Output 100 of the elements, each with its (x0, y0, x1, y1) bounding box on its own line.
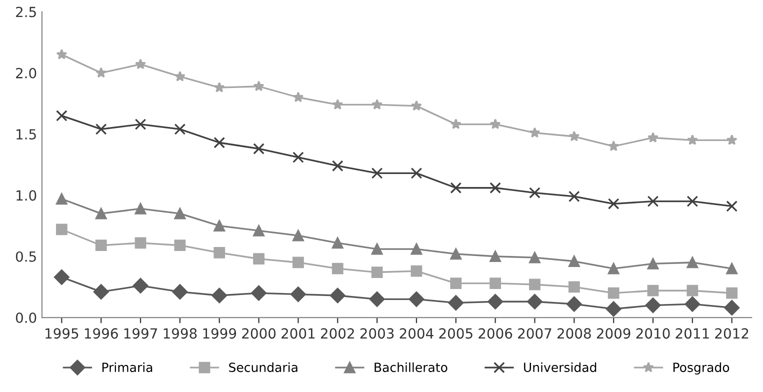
point (566, 296, 582, 312)
point (253, 80, 264, 92)
point (724, 300, 740, 316)
point (95, 123, 107, 135)
point (527, 294, 542, 310)
x-tick-label: 2011 (676, 328, 709, 339)
point (214, 82, 225, 92)
x-tick-label: 2012 (715, 328, 748, 339)
point (606, 301, 622, 317)
point (292, 92, 304, 102)
x-tick-label: 1999 (203, 328, 236, 339)
point (253, 143, 264, 154)
point (450, 118, 462, 130)
point (529, 187, 540, 198)
point (648, 132, 658, 142)
point (647, 284, 659, 296)
point (529, 278, 540, 290)
point (726, 262, 738, 274)
point (488, 294, 504, 310)
x-tick-label: 2002 (320, 328, 354, 339)
point (726, 200, 738, 212)
point (251, 285, 266, 301)
legend-label: Bachillerato (374, 362, 448, 372)
y-tick-label: 2.0 (16, 68, 36, 78)
point (174, 240, 186, 252)
point (645, 298, 661, 313)
point (174, 123, 186, 135)
point (214, 220, 226, 232)
point (292, 152, 304, 163)
x-tick-label: 1996 (84, 328, 118, 339)
point (568, 256, 580, 267)
x-tick-label: 2000 (242, 328, 276, 339)
point (54, 269, 70, 285)
point (253, 224, 264, 236)
point (686, 256, 698, 268)
point (608, 140, 620, 152)
point (568, 281, 580, 293)
point (372, 99, 383, 110)
point (332, 160, 344, 172)
point (410, 243, 422, 255)
x-tick-label: 1998 (164, 328, 197, 339)
x-tick-label: 1995 (46, 328, 78, 339)
point (214, 247, 226, 258)
y-tick-label: 0.5 (16, 251, 36, 262)
y-tick-label: 1.0 (16, 190, 36, 201)
point (686, 134, 698, 145)
point (450, 248, 462, 260)
point (647, 258, 659, 270)
point (330, 288, 346, 304)
y-tick-label: 0.0 (16, 312, 36, 323)
point (411, 100, 422, 111)
x-tick-label: 2009 (596, 328, 630, 339)
point (95, 208, 107, 220)
point (408, 291, 424, 307)
x-tick-label: 2005 (439, 328, 472, 339)
point (56, 110, 68, 122)
point (726, 287, 738, 299)
x-tick-label: 2006 (478, 328, 512, 339)
legend-label: Posgrado (673, 362, 730, 374)
point (174, 208, 186, 220)
point (684, 296, 700, 312)
point (450, 278, 462, 289)
point (174, 70, 186, 82)
point (332, 237, 344, 249)
point (290, 286, 306, 302)
point (647, 196, 659, 208)
point (371, 168, 383, 179)
point (490, 278, 502, 289)
point (608, 287, 620, 299)
point (608, 262, 620, 274)
point (132, 278, 148, 294)
point (212, 288, 228, 304)
x-tick-label: 2008 (558, 328, 591, 339)
y-tick-label: 1.5 (16, 129, 36, 140)
x-tick-label: 2003 (360, 328, 394, 339)
legend-label: Primaria (102, 362, 152, 372)
x-tick-label: 2010 (636, 328, 670, 339)
point (490, 182, 502, 194)
point (214, 136, 226, 148)
point (93, 284, 109, 300)
point (292, 230, 304, 242)
point (56, 48, 68, 60)
point (568, 190, 580, 202)
point (135, 58, 146, 70)
point (490, 118, 501, 130)
point (450, 182, 462, 194)
point (369, 291, 385, 307)
point (253, 253, 264, 265)
point (56, 224, 68, 236)
point (410, 265, 422, 277)
point (608, 198, 620, 210)
legend-label: Universidad (524, 362, 596, 372)
x-tick-label: 2004 (400, 328, 434, 339)
point (686, 196, 698, 208)
y-tick-label: 2.5 (16, 6, 36, 18)
point (134, 118, 146, 130)
point (448, 295, 464, 311)
point (332, 99, 344, 110)
point (172, 284, 188, 300)
point (56, 193, 68, 205)
